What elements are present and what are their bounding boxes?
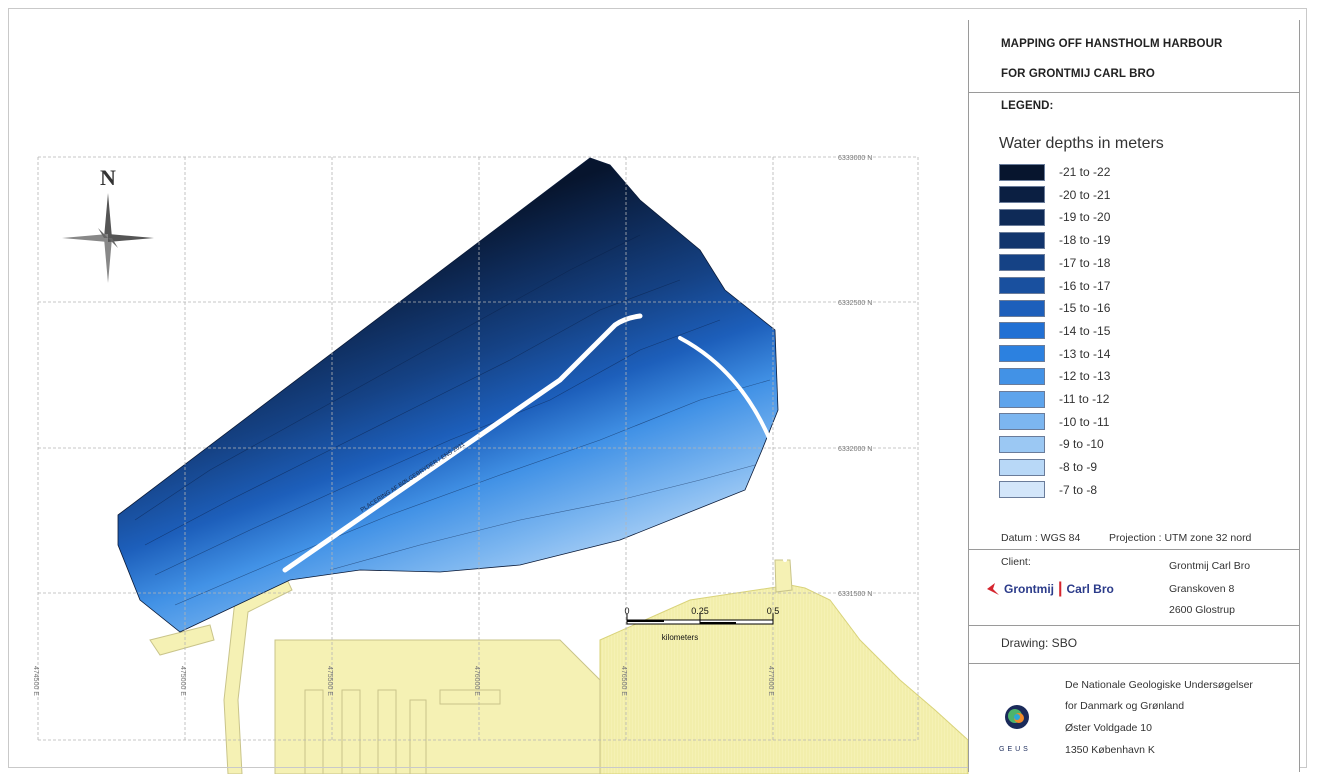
legend-label: -15 to -16 — [1059, 301, 1111, 316]
client-street: Granskoven 8 — [1169, 583, 1235, 595]
client-logo-name-2: Carl Bro — [1066, 582, 1114, 596]
easting-label: 474500 E — [32, 666, 39, 696]
legend-swatch — [999, 277, 1045, 294]
coordinate-grid — [37, 156, 919, 741]
northing-label: 6331500 N — [838, 591, 872, 598]
legend-header: LEGEND: — [1001, 100, 1054, 112]
legend-item: -11 to -12 — [999, 389, 1109, 409]
client-label: Client: — [1001, 556, 1031, 568]
legend-swatch — [999, 254, 1045, 272]
legend-label: -12 to -13 — [1059, 369, 1111, 384]
scale-unit: kilometers — [662, 633, 698, 642]
legend-swatch — [999, 345, 1045, 363]
legend-swatch — [999, 163, 1045, 181]
legend-swatch — [999, 186, 1045, 204]
legend-item: -20 to -21 — [999, 185, 1110, 205]
geus-logo-text: GEUS — [999, 746, 1031, 753]
legend-label: -10 to -11 — [1059, 414, 1110, 429]
legend-item: -18 to -19 — [999, 230, 1110, 250]
bathymetry-surface — [117, 157, 779, 633]
legend-swatch — [999, 208, 1045, 226]
harbour-structures — [149, 559, 793, 774]
client-city: 2600 Glostrup — [1169, 604, 1235, 616]
legend-item: -8 to -9 — [999, 457, 1097, 477]
depth-contours — [134, 234, 771, 606]
legend-label: -17 to -18 — [1059, 255, 1111, 270]
easting-label: 475500 E — [326, 666, 333, 696]
legend-swatch — [999, 481, 1045, 499]
breakwater-east — [678, 336, 787, 562]
projection-text: Projection : UTM zone 32 nord — [1109, 532, 1252, 544]
scale-tick-1: 0.25 — [691, 606, 709, 616]
legend-label: -14 to -15 — [1059, 323, 1111, 338]
easting-label: 477000 E — [767, 666, 774, 696]
north-arrow-icon — [62, 193, 154, 283]
legend-item: -17 to -18 — [999, 253, 1110, 273]
geus-line-3: Øster Voldgade 10 — [1065, 722, 1152, 734]
legend-label: -9 to -10 — [1059, 437, 1104, 452]
northing-label: 6332500 N — [838, 300, 872, 307]
legend-swatch — [999, 390, 1045, 408]
grontmij-logo-icon — [987, 583, 999, 595]
legend-swatch — [999, 435, 1045, 453]
datum-text: Datum : WGS 84 — [1001, 532, 1081, 544]
breakwater-west — [282, 313, 643, 573]
legend-item: -10 to -11 — [999, 412, 1109, 432]
geus-logo-icon — [1005, 705, 1029, 729]
legend-item: -13 to -14 — [999, 344, 1110, 364]
map-frame — [8, 8, 1307, 768]
geus-line-2: for Danmark og Grønland — [1065, 700, 1185, 712]
legend-label: -18 to -19 — [1059, 233, 1111, 248]
legend-item: -14 to -15 — [999, 321, 1110, 341]
easting-label: 476000 E — [473, 666, 480, 696]
legend-label: -8 to -9 — [1059, 460, 1098, 475]
north-label: N — [100, 165, 116, 190]
geus-line-1: De Nationale Geologiske Undersøgelser — [1065, 679, 1253, 691]
client-logo-divider: | — [1058, 580, 1063, 597]
legend-swatch — [999, 299, 1045, 317]
client-logo: Grontmij | Carl Bro — [985, 580, 1114, 598]
scale-bar — [626, 614, 774, 625]
legend-swatch — [999, 322, 1045, 340]
legend-swatch — [999, 458, 1045, 476]
legend-item: -12 to -13 — [999, 366, 1110, 386]
legend-panel: MAPPING OFF HANSTHOLM HARBOUR FOR GRONTM… — [968, 20, 1300, 772]
legend-item: -21 to -22 — [999, 162, 1110, 182]
easting-label: 476500 E — [620, 666, 627, 696]
legend-item: -7 to -8 — [999, 480, 1097, 500]
scale-tick-0: 0 — [624, 606, 629, 616]
legend-item: -19 to -20 — [999, 207, 1110, 227]
legend-label: -19 to -20 — [1059, 210, 1111, 225]
geus-line-4: 1350 København K — [1065, 744, 1155, 756]
client-name: Grontmij Carl Bro — [1169, 560, 1251, 572]
drawing-text: Drawing: SBO — [1001, 636, 1078, 650]
legend-swatch — [999, 367, 1045, 385]
legend-title: Water depths in meters — [999, 135, 1164, 152]
title-line-2: FOR GRONTMIJ CARL BRO — [1001, 68, 1155, 80]
legend-label: -21 to -22 — [1059, 165, 1111, 179]
legend-label: -16 to -17 — [1059, 278, 1111, 293]
easting-label: 475000 E — [179, 666, 186, 696]
legend-item: -16 to -17 — [999, 276, 1110, 296]
legend-item: -15 to -16 — [999, 298, 1110, 318]
northing-label: 6332000 N — [838, 446, 872, 453]
scale-tick-2: 0.5 — [767, 606, 780, 616]
legend-swatch — [999, 413, 1045, 431]
northing-label: 6333000 N — [838, 155, 872, 162]
legend-swatch — [999, 231, 1045, 249]
client-logo-name: Grontmij — [1004, 582, 1054, 596]
legend-label: -20 to -21 — [1059, 187, 1111, 202]
legend-item: -9 to -10 — [999, 434, 1104, 454]
legend-label: -7 to -8 — [1059, 482, 1098, 497]
legend-label: -13 to -14 — [1059, 346, 1111, 361]
title-line-1: MAPPING OFF HANSTHOLM HARBOUR — [1001, 38, 1223, 50]
legend-label: -11 to -12 — [1059, 392, 1110, 406]
